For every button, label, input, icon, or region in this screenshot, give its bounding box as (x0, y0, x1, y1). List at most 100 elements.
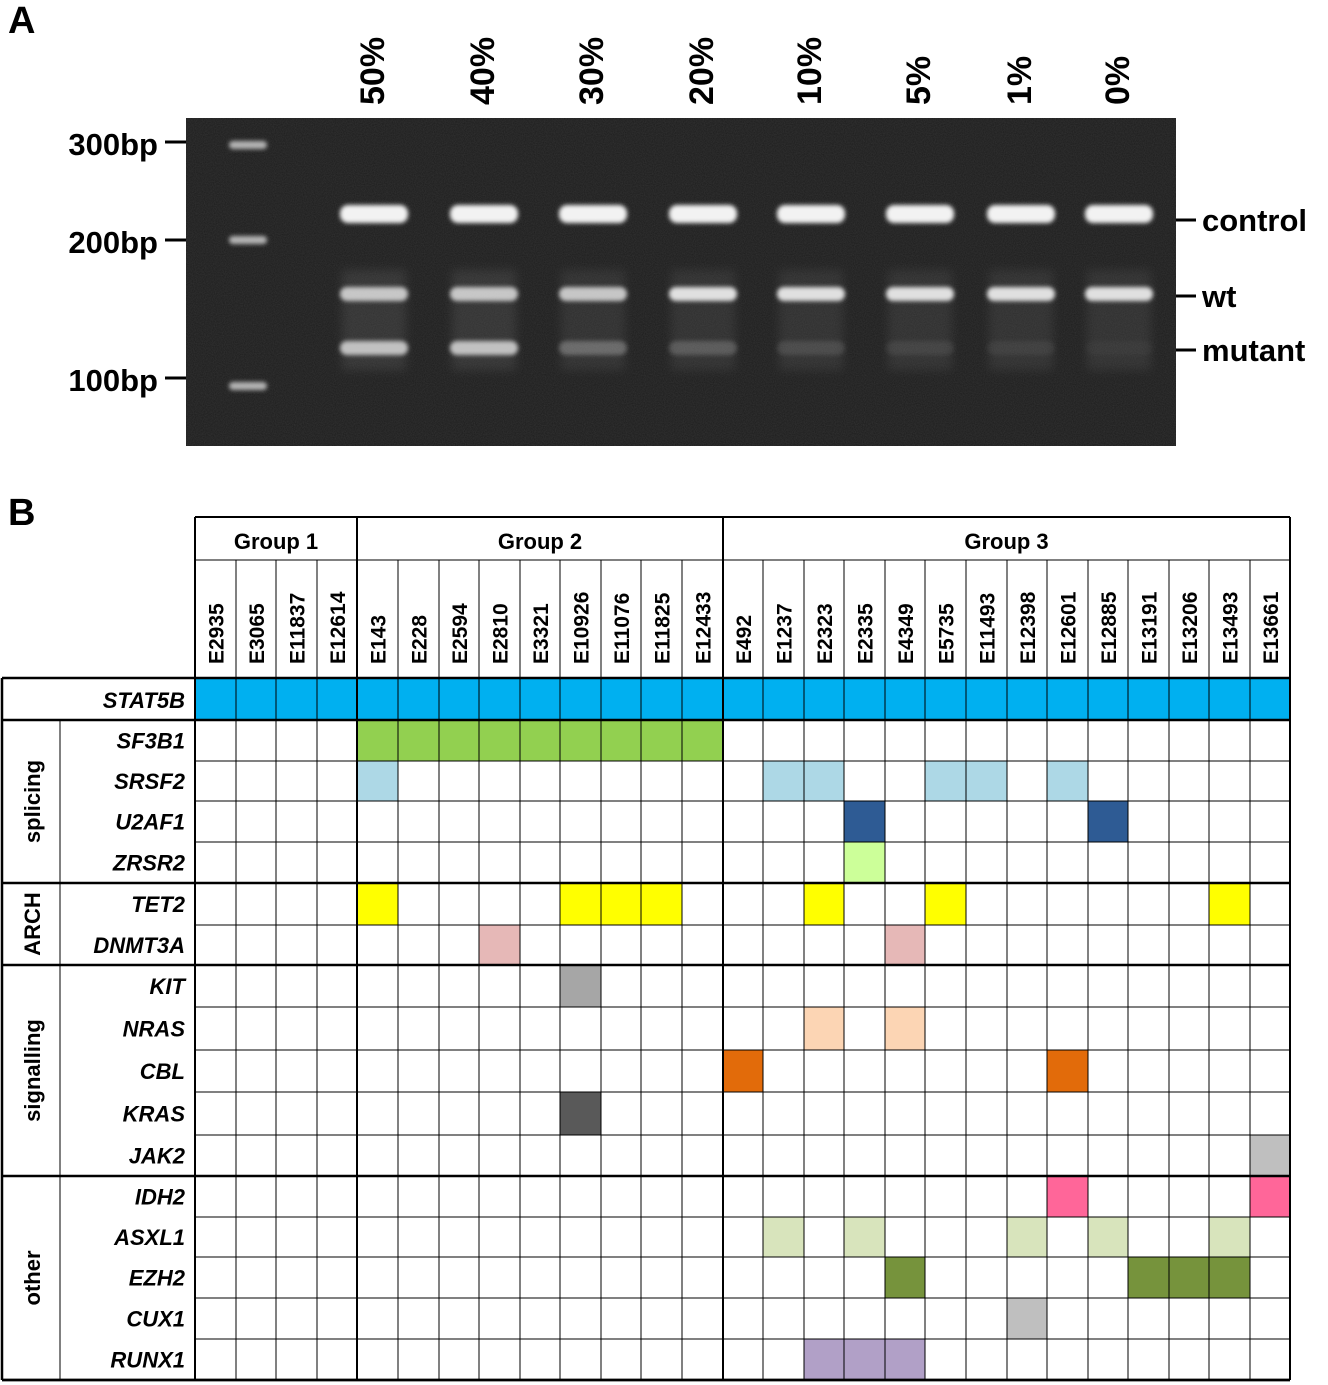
mutation-cell (520, 678, 560, 720)
category-label: ARCH (20, 892, 45, 956)
gene-label: ASXL1 (113, 1225, 185, 1250)
gene-label: EZH2 (129, 1266, 186, 1291)
mutation-cell (317, 678, 357, 720)
mutation-cell (276, 678, 317, 720)
wt-band (1085, 287, 1153, 301)
lane-label: 50% (354, 37, 392, 105)
mutant-band (340, 341, 408, 355)
gene-label: SRSF2 (114, 769, 186, 794)
sample-id: E13206 (1179, 592, 1202, 664)
sample-id: E12614 (327, 591, 350, 664)
control-band (340, 205, 408, 223)
sample-id: E228 (409, 615, 432, 664)
gene-label: SF3B1 (117, 729, 185, 754)
mutant-band (777, 341, 845, 355)
mutation-cell (560, 965, 601, 1007)
mutation-cell (439, 678, 479, 720)
mutation-cell (357, 720, 398, 761)
mutant-band (450, 341, 518, 355)
mutation-cell (601, 720, 641, 761)
gene-label: CBL (140, 1059, 185, 1084)
mutation-cell (1088, 1217, 1128, 1257)
gene-label: IDH2 (135, 1185, 186, 1210)
mutation-cell (682, 678, 723, 720)
control-band (886, 205, 954, 223)
mutation-cell (844, 842, 885, 883)
lane-label: 20% (683, 37, 721, 105)
sample-id: E11825 (652, 592, 675, 664)
mutation-cell (1169, 1257, 1209, 1298)
mutation-cell (804, 883, 844, 925)
mutation-cell (763, 678, 804, 720)
mutation-cell (763, 761, 804, 801)
mutation-cell (844, 1217, 885, 1257)
mutation-cell (1007, 1298, 1047, 1339)
band-label: wt (1201, 279, 1236, 314)
ladder-band (229, 236, 267, 244)
mutation-cell (844, 801, 885, 842)
sample-id: E2335 (855, 603, 878, 664)
sample-id: E2810 (490, 603, 513, 664)
mutation-cell (844, 1339, 885, 1380)
mutation-matrix: E2935 E3065 E11837 E12614 E143 E228 E2594 E2810… (0, 516, 1291, 1382)
mutation-cell (195, 678, 236, 720)
mutation-cell (1128, 678, 1169, 720)
gene-label: DNMT3A (93, 933, 185, 958)
mutation-cell (682, 720, 723, 761)
mutation-cell (398, 720, 439, 761)
sample-id: E11076 (611, 593, 634, 664)
gene-label: NRAS (123, 1017, 186, 1042)
mutation-cell (398, 678, 439, 720)
mutation-cell (357, 883, 398, 925)
mutation-cell (1047, 1050, 1088, 1092)
wt-band (340, 287, 408, 301)
gel-image: 300bp 200bp 100bp 50% 40% 30% 20% 10% 5% 1% 0% cont… (68, 37, 1307, 446)
mutation-cell (520, 720, 560, 761)
sample-id: E13493 (1220, 592, 1243, 664)
mutation-cell (560, 678, 601, 720)
mutation-cell (885, 678, 925, 720)
mutation-cell (804, 761, 844, 801)
lane-label: 0% (1099, 56, 1137, 105)
sample-id: E2323 (814, 603, 837, 664)
gene-label: STAT5B (103, 688, 185, 713)
wt-band (987, 287, 1055, 301)
ladder-label: 200bp (68, 225, 158, 260)
mutation-cell (1047, 678, 1088, 720)
sample-id: E11493 (977, 593, 1000, 664)
control-band (669, 205, 737, 223)
ladder-band (229, 141, 267, 149)
mutant-band (559, 341, 627, 355)
mutation-cell (885, 1007, 925, 1050)
mutation-cell (804, 1339, 844, 1380)
sample-id: E3065 (246, 603, 269, 664)
gene-label: JAK2 (129, 1144, 186, 1169)
group-label: Group 3 (964, 529, 1048, 554)
sample-id: E12398 (1017, 591, 1040, 664)
mutation-cell (560, 1092, 601, 1135)
gene-label: CUX1 (126, 1307, 185, 1332)
mutant-band (1085, 341, 1153, 355)
mutation-cell (804, 1007, 844, 1050)
control-band (559, 205, 627, 223)
band-label: control (1202, 203, 1307, 238)
category-label: other (20, 1250, 45, 1305)
mutation-cell (885, 1339, 925, 1380)
group-label: Group 2 (498, 529, 582, 554)
mutation-cell (763, 1217, 804, 1257)
ladder-label: 100bp (68, 363, 158, 398)
wt-band (669, 287, 737, 301)
mutation-cell (560, 883, 601, 925)
category-label: splicing (20, 760, 45, 843)
mutation-cell (1088, 801, 1128, 842)
sample-id: E143 (368, 615, 391, 664)
mutant-band (886, 341, 954, 355)
sample-id: E13661 (1260, 591, 1283, 664)
sample-id: E4349 (895, 603, 918, 664)
panel-a-letter: A (8, 0, 36, 42)
mutation-cell (1209, 1257, 1250, 1298)
group-label: Group 1 (234, 529, 318, 554)
mutation-cell (1250, 678, 1290, 720)
panel-b-letter: B (8, 492, 36, 534)
